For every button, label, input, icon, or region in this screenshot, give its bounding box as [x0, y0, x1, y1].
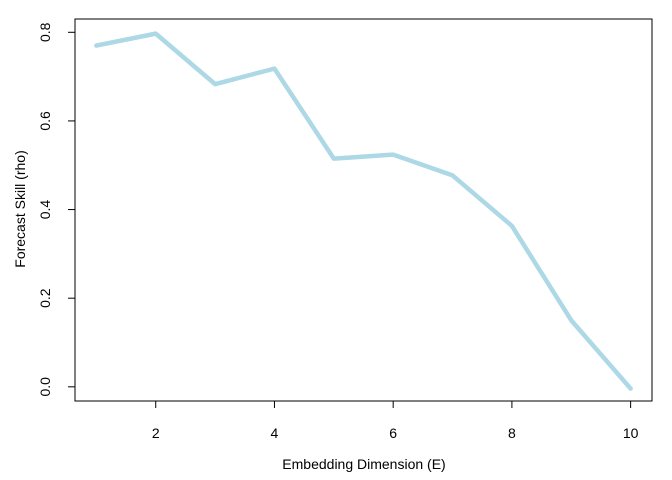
plot-frame: [74, 18, 653, 402]
y-tick-label: 0.4: [37, 200, 53, 220]
x-axis-title: Embedding Dimension (E): [282, 456, 445, 472]
y-tick-label: 0.6: [37, 111, 53, 131]
y-tick-label: 0.0: [37, 377, 53, 397]
series-line: [94, 31, 633, 391]
x-tick-label: 6: [389, 425, 397, 441]
y-tick-label: 0.2: [37, 288, 53, 308]
x-tick-label: 10: [623, 425, 639, 441]
x-tick-label: 8: [508, 425, 516, 441]
y-tick-label: 0.8: [37, 22, 53, 42]
x-tick-label: 2: [152, 425, 160, 441]
x-tick-label: 4: [271, 425, 279, 441]
y-axis-title: Forecast Skill (rho): [12, 150, 28, 267]
